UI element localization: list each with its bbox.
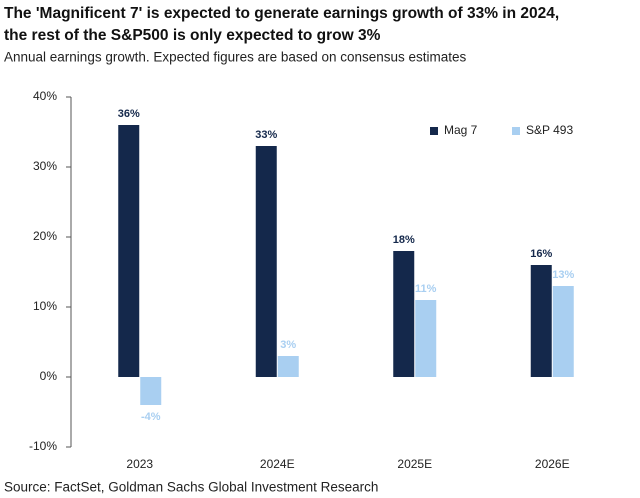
legend-swatch xyxy=(430,127,438,135)
bar xyxy=(530,265,552,377)
value-label: 13% xyxy=(552,269,574,281)
value-label: 36% xyxy=(118,108,140,120)
value-label: 18% xyxy=(393,234,415,246)
bar xyxy=(255,146,277,377)
value-label: 16% xyxy=(530,248,552,260)
y-tick-label: 40% xyxy=(33,89,57,103)
chart-title: the rest of the S&P500 is only expected … xyxy=(4,27,381,44)
value-label: 3% xyxy=(280,339,296,351)
bar xyxy=(140,377,162,405)
x-tick-label: 2024E xyxy=(260,457,295,471)
x-tick-label: 2023 xyxy=(126,457,153,471)
bar xyxy=(552,286,574,377)
legend-swatch xyxy=(512,127,520,135)
x-tick-label: 2026E xyxy=(535,457,570,471)
legend-label: S&P 493 xyxy=(526,123,573,137)
y-tick-label: 0% xyxy=(40,369,58,383)
source: Source: FactSet, Goldman Sachs Global In… xyxy=(4,480,378,495)
bar xyxy=(118,125,140,377)
y-tick-label: -10% xyxy=(29,439,57,453)
y-tick-label: 30% xyxy=(33,159,57,173)
value-label: 33% xyxy=(255,129,277,141)
bar xyxy=(277,356,299,377)
y-tick-label: 20% xyxy=(33,229,57,243)
value-label: -4% xyxy=(141,411,161,423)
bar xyxy=(393,251,415,377)
value-label: 11% xyxy=(415,283,437,295)
x-tick-label: 2025E xyxy=(397,457,432,471)
chart-subtitle: Annual earnings growth. Expected figures… xyxy=(4,50,467,65)
y-tick-label: 10% xyxy=(33,299,57,313)
chart-title: The 'Magnificent 7' is expected to gener… xyxy=(4,5,559,22)
bar xyxy=(415,300,437,377)
legend-label: Mag 7 xyxy=(444,123,478,137)
